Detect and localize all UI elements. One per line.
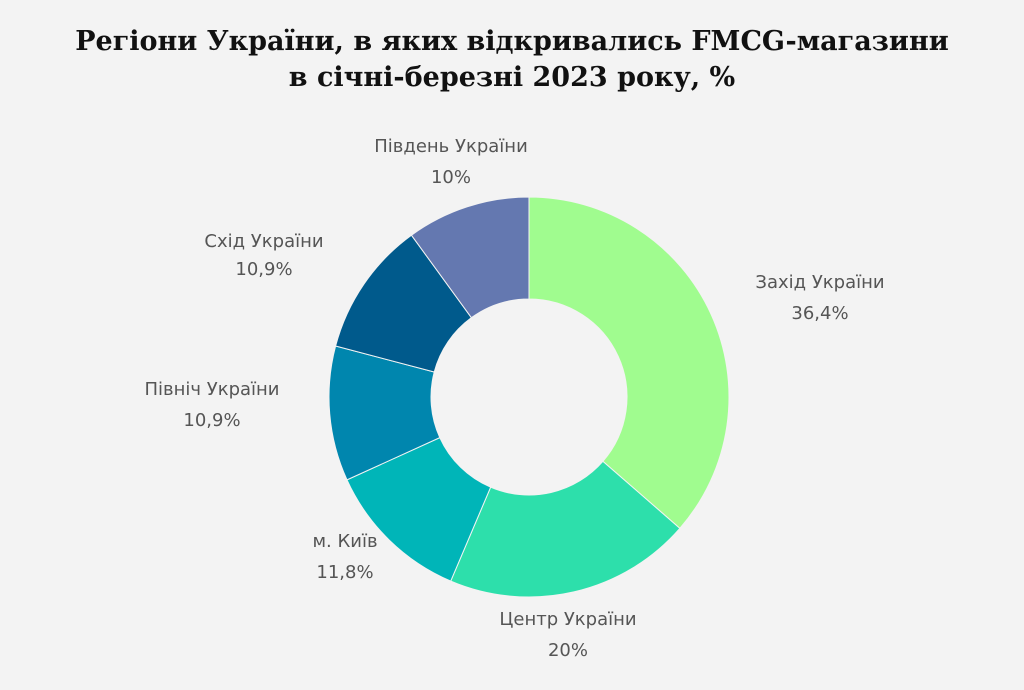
value-label: 10% — [431, 167, 471, 188]
slice-label: Захід України — [755, 272, 884, 293]
slice-label: Північ України — [144, 379, 279, 400]
value-label: 36,4% — [791, 303, 848, 324]
donut-slice — [410, 196, 530, 319]
slice-label: Схід України — [204, 231, 323, 252]
donut-slice — [450, 460, 681, 598]
donut-slice — [528, 196, 730, 530]
value-label: 10,9% — [235, 259, 292, 280]
slice-label: м. Київ — [312, 531, 377, 552]
chart-title: Регіони України, в яких відкривались FMC… — [75, 26, 949, 93]
value-label: 10,9% — [183, 410, 240, 431]
slice-label: Центр України — [499, 609, 636, 630]
value-label: 11,8% — [316, 562, 373, 583]
value-label: 20% — [548, 640, 588, 661]
slice-label: Південь України — [374, 136, 528, 157]
